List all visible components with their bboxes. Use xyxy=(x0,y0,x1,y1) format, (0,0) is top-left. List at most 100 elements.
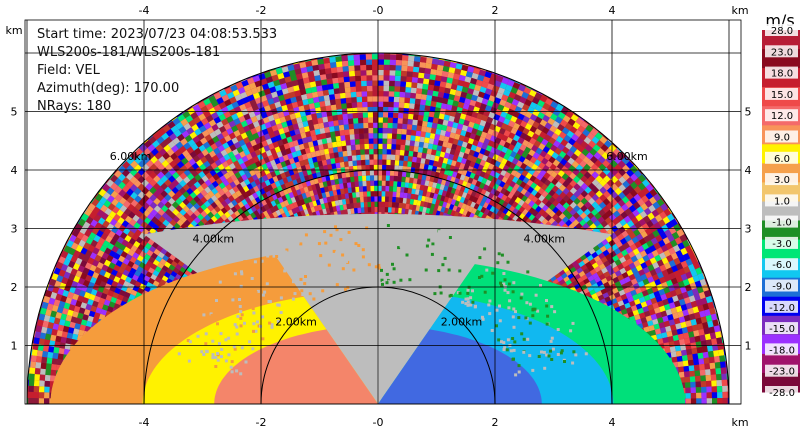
noise-gate xyxy=(134,281,142,288)
noise-gate xyxy=(348,70,356,77)
noise-gate xyxy=(315,107,322,114)
noise-gate xyxy=(49,340,56,347)
noise-gate xyxy=(346,108,353,114)
noise-gate xyxy=(338,151,344,158)
noise-gate xyxy=(378,75,384,81)
noise-gate xyxy=(393,107,399,113)
noise-gate xyxy=(403,108,410,114)
noise-gate xyxy=(80,259,88,268)
noise-gate xyxy=(372,70,378,76)
noise-gate xyxy=(330,67,338,74)
noise-gate xyxy=(418,109,425,116)
noise-gate xyxy=(378,70,384,76)
noise-gate xyxy=(111,280,119,288)
noise-gate xyxy=(425,100,432,107)
noise-gate xyxy=(374,180,378,186)
noise-gate xyxy=(36,350,43,357)
noise-gate xyxy=(39,374,46,381)
noise-gate xyxy=(367,196,371,202)
noise-gate xyxy=(359,54,366,60)
noise-gate xyxy=(382,138,388,144)
noise-gate xyxy=(43,314,51,322)
noise-gate xyxy=(312,96,320,103)
noise-gate xyxy=(92,300,99,308)
noise-gate xyxy=(378,85,384,92)
noise-gate xyxy=(356,96,363,103)
noise-gate xyxy=(418,67,426,74)
noise-gate xyxy=(370,185,375,192)
noise-gate xyxy=(378,91,384,97)
noise-gate xyxy=(51,328,58,336)
noise-gate xyxy=(348,123,354,130)
noise-gate xyxy=(360,70,367,76)
noise-gate xyxy=(435,75,442,82)
noise-gate xyxy=(417,77,424,84)
noise-gate xyxy=(73,305,81,313)
noise-gate xyxy=(395,149,401,156)
noise-gate xyxy=(397,176,402,182)
noise-gate xyxy=(89,252,97,260)
noise-gate xyxy=(33,386,40,393)
noise-gate xyxy=(373,127,378,134)
noise-gate xyxy=(100,309,107,316)
noise-gate xyxy=(352,197,357,204)
noise-gate xyxy=(343,124,350,130)
noise-gate xyxy=(338,156,344,163)
noise-gate xyxy=(354,176,359,182)
noise-gate xyxy=(419,62,426,68)
noise-gate xyxy=(357,112,363,118)
noise-gate xyxy=(341,145,347,152)
noise-gate xyxy=(409,145,415,152)
noise-gate xyxy=(123,280,130,288)
noise-gate xyxy=(437,59,445,66)
noise-gate xyxy=(395,59,402,66)
noise-gate xyxy=(40,368,46,375)
noise-gate xyxy=(73,250,81,258)
noise-gate xyxy=(362,112,368,118)
noise-gate xyxy=(394,160,400,166)
noise-gate xyxy=(378,159,383,165)
noise-gate xyxy=(395,70,402,76)
noise-gate xyxy=(74,288,81,296)
noise-gate xyxy=(321,111,328,118)
noise-gate xyxy=(99,269,107,277)
noise-gate xyxy=(90,288,98,296)
noise-gate xyxy=(34,331,41,339)
noise-gate xyxy=(343,118,349,125)
noise-gate xyxy=(430,68,437,75)
noise-gate xyxy=(59,282,67,290)
noise-gate xyxy=(65,337,72,345)
noise-gate xyxy=(382,164,387,171)
noise-gate xyxy=(78,277,86,285)
noise-gate xyxy=(40,362,47,370)
noise-gate xyxy=(314,101,321,109)
noise-gate xyxy=(55,335,62,343)
noise-gate xyxy=(419,104,426,111)
noise-gate xyxy=(349,171,355,177)
noise-gate xyxy=(407,66,414,72)
noise-gate xyxy=(323,57,330,64)
noise-gate xyxy=(31,349,38,356)
noise-gate xyxy=(432,90,439,97)
noise-gate xyxy=(42,350,49,358)
noise-gate xyxy=(57,324,65,332)
noise-gate xyxy=(388,201,393,208)
noise-gate xyxy=(404,145,410,151)
noise-gate xyxy=(359,133,365,140)
noise-gate xyxy=(383,64,390,71)
noise-gate xyxy=(369,164,374,171)
noise-gate xyxy=(333,82,340,89)
noise-gate xyxy=(63,258,71,266)
noise-gate xyxy=(399,197,404,204)
noise-gate xyxy=(44,392,50,399)
noise-gate xyxy=(418,72,425,79)
noise-gate xyxy=(106,278,114,286)
noise-gate xyxy=(94,254,102,262)
noise-gate xyxy=(403,192,408,199)
noise-gate xyxy=(328,120,334,127)
noise-gate xyxy=(56,274,64,283)
noise-gate xyxy=(369,170,374,176)
noise-gate xyxy=(371,54,378,60)
noise-gate xyxy=(89,276,97,284)
noise-gate xyxy=(114,287,121,295)
